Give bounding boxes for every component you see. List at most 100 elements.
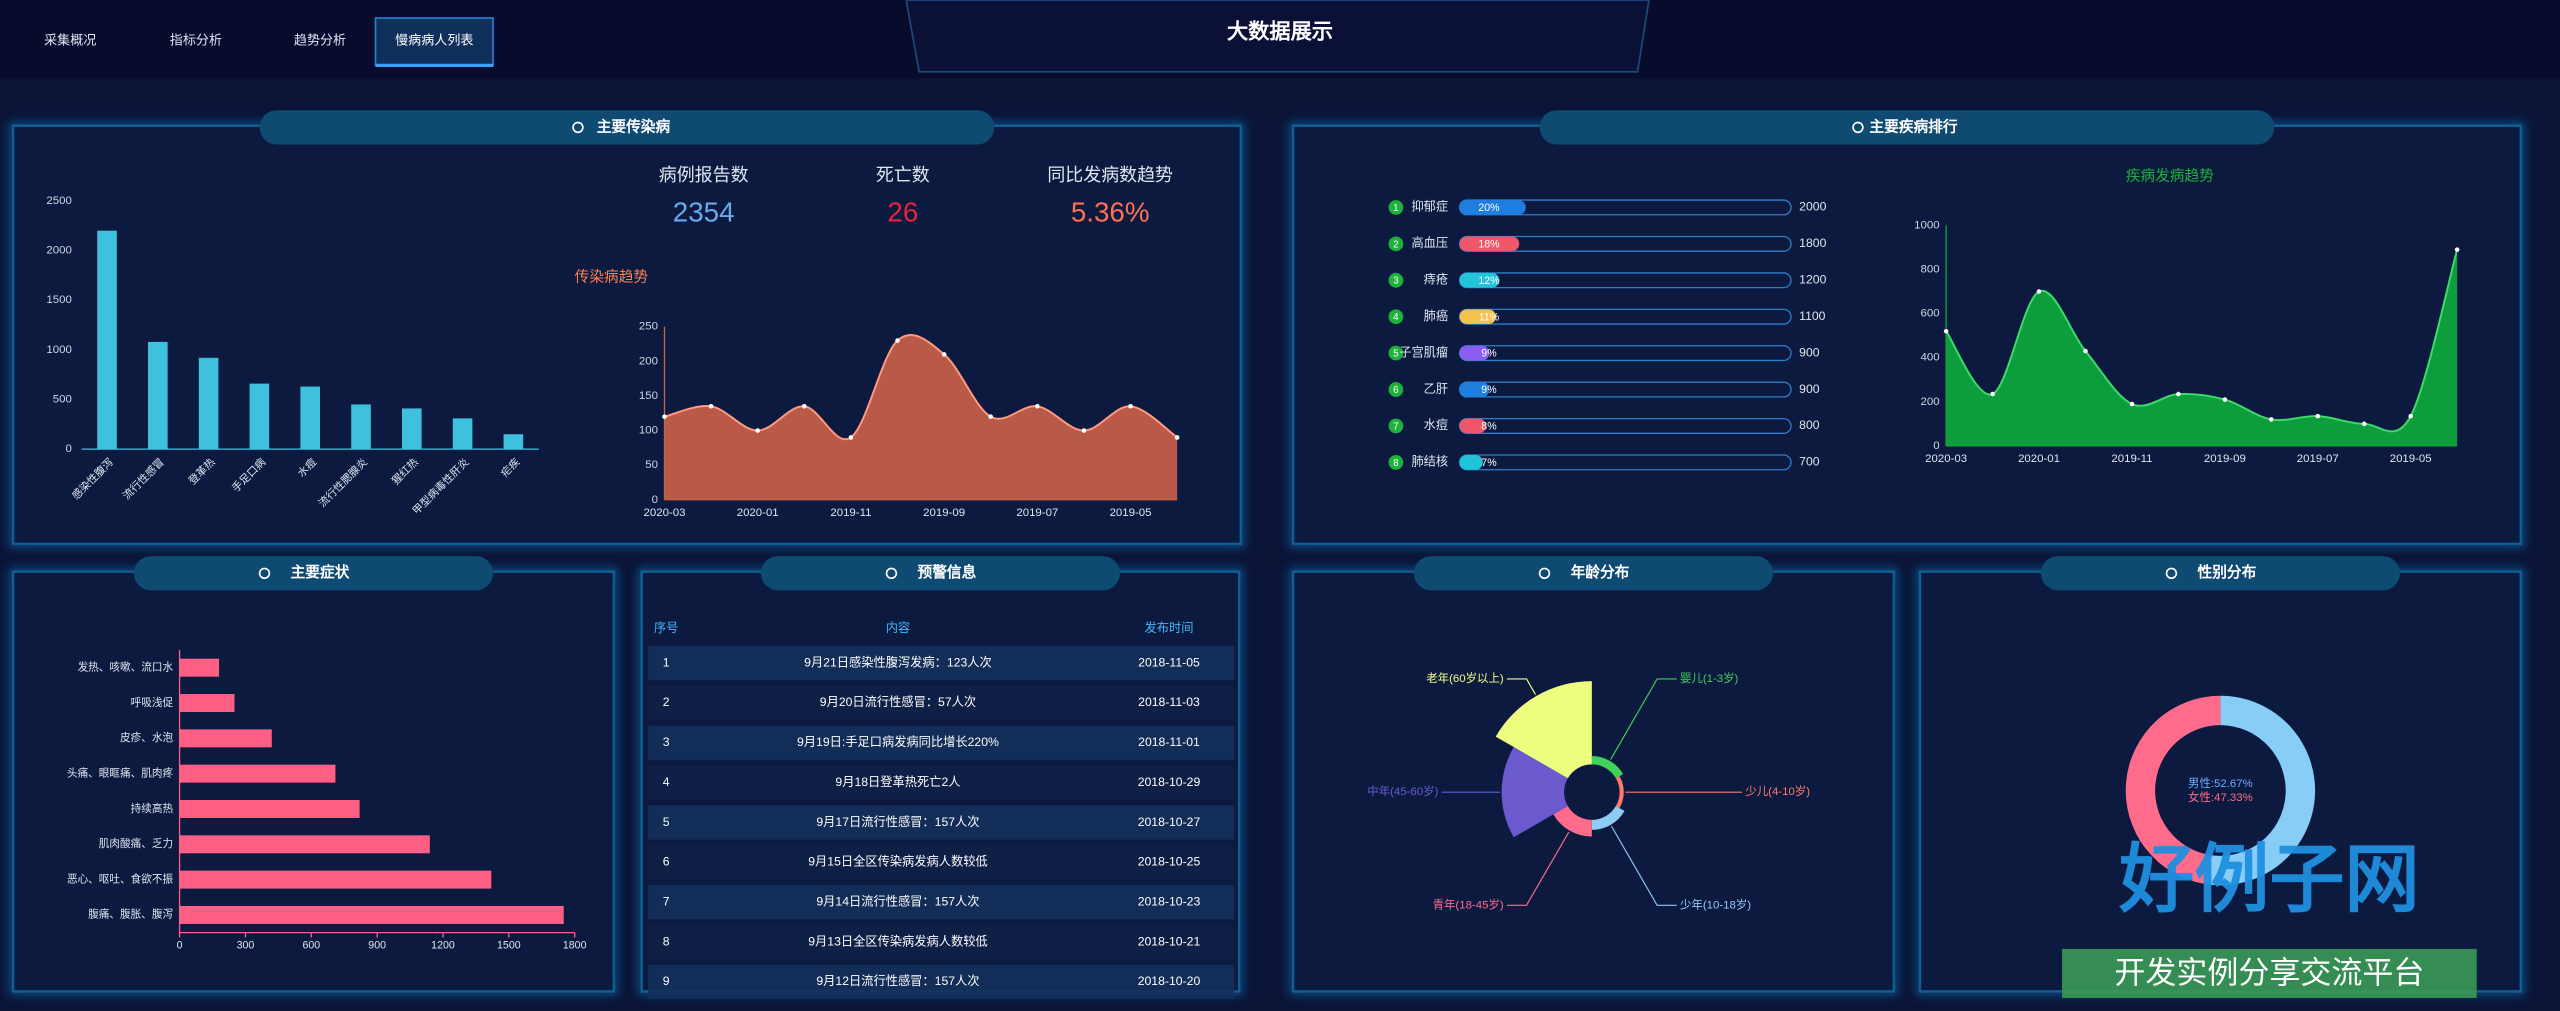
y-tick-label: 呼吸浅促 — [131, 696, 174, 709]
point — [2129, 401, 2135, 407]
bar — [179, 870, 492, 889]
point — [2315, 413, 2321, 419]
x-tick-label: 2019-05 — [1110, 507, 1152, 519]
y-tick-label: 1000 — [46, 344, 71, 356]
table-header: 序号 — [654, 620, 678, 635]
table-cell: 2018-11-05 — [1138, 655, 1200, 669]
point — [1128, 404, 1133, 409]
progress-bar — [1459, 418, 1487, 434]
table-cell: 5 — [663, 815, 670, 829]
table-cell: 9月12日流行性感冒：157人次 — [816, 973, 979, 988]
panel-icon — [1852, 121, 1864, 134]
rank-badge — [1388, 382, 1404, 397]
bar — [503, 434, 524, 450]
table-cell: 2018-10-29 — [1138, 775, 1201, 789]
point — [1081, 428, 1087, 433]
x-tick-label: 2019-07 — [2297, 453, 2339, 465]
bar — [179, 905, 564, 924]
y-tick-label: 恶心、呕吐、食欲不振 — [67, 872, 173, 885]
panel-title: 主要症状 — [291, 563, 350, 581]
point — [895, 338, 900, 343]
table-cell: 2018-10-27 — [1138, 815, 1201, 829]
table-row — [648, 964, 1235, 1000]
rose-sector — [1553, 806, 1592, 837]
progress-label: 7% — [1481, 457, 1497, 469]
rank-number: 1 — [1393, 203, 1398, 214]
y-tick-label: 1500 — [46, 294, 71, 306]
nav-item[interactable]: 采集概况 — [44, 32, 96, 47]
point — [708, 404, 714, 409]
page-title: 大数据展示 — [1227, 19, 1333, 43]
progress-bar — [1459, 200, 1526, 215]
rose-sector — [1495, 681, 1592, 779]
point — [2222, 397, 2228, 402]
progress-bar — [1459, 345, 1490, 361]
y-tick-label: 2000 — [46, 245, 71, 257]
disease-total: 1200 — [1799, 273, 1826, 287]
x-tick-label: 1200 — [431, 939, 455, 951]
nav-item[interactable]: 指标分析 — [170, 32, 222, 47]
disease-total: 1100 — [1799, 309, 1825, 323]
panel-title-pill — [2040, 556, 2400, 591]
y-tick-label: 持续高热 — [131, 802, 174, 815]
x-tick-label: 2019-07 — [1016, 507, 1058, 519]
title-frame — [905, 0, 1650, 73]
table-row — [648, 885, 1235, 920]
table-row — [648, 845, 1235, 880]
panel-title: 年龄分布 — [1571, 563, 1630, 581]
stat-value: 5.36% — [1071, 196, 1150, 227]
table-cell: 2018-10-23 — [1138, 894, 1201, 908]
stat-label: 同比发病数趋势 — [1047, 165, 1173, 185]
table-cell: 2018-10-20 — [1138, 974, 1201, 988]
bar — [249, 383, 270, 450]
point — [802, 404, 807, 409]
nav-item[interactable]: 趋势分析 — [294, 32, 346, 47]
progress-bar — [1459, 272, 1500, 288]
nav-item[interactable]: 慢病病人列表 — [395, 32, 473, 47]
y-tick-label: 500 — [53, 394, 72, 406]
chart-title: 疾病发病趋势 — [2126, 167, 2214, 184]
table-cell: 2 — [663, 695, 670, 709]
rank-number: 3 — [1393, 276, 1399, 287]
panel-title: 预警信息 — [918, 563, 977, 581]
rose-label: 青年(18-45岁) — [1433, 897, 1504, 911]
panel-title-pill — [259, 110, 995, 145]
x-tick-label: 2019-09 — [2204, 453, 2246, 465]
bar — [401, 408, 422, 450]
progress-label: 11% — [1479, 311, 1500, 323]
table-cell: 9月13日全区传染病发病人数较低 — [808, 933, 987, 948]
panel-title: 性别分布 — [2198, 563, 2257, 581]
watermark-subtitle: 开发实例分享交流平台 — [2114, 955, 2424, 990]
y-tick-label: 1000 — [1914, 219, 1939, 231]
point — [1943, 328, 1949, 334]
progress-label: 9% — [1481, 384, 1497, 396]
disease-name: 肺结核 — [1411, 455, 1448, 469]
disease-total: 900 — [1799, 345, 1820, 359]
progress-bar — [1459, 309, 1497, 325]
rose-sector — [1591, 756, 1624, 779]
x-tick-label: 900 — [368, 939, 386, 951]
panel-title-pill — [1413, 556, 1774, 591]
rank-number: 8 — [1393, 458, 1399, 469]
bar — [179, 800, 360, 818]
table-cell: 3 — [663, 735, 670, 749]
table-cell: 2018-11-03 — [1138, 695, 1200, 709]
y-tick-label: 0 — [65, 443, 71, 455]
disease-name: 水痘 — [1424, 417, 1448, 432]
table-cell: 9月21日感染性腹泻发病：123人次 — [804, 654, 992, 669]
table-cell: 2018-10-25 — [1138, 855, 1201, 869]
watermark-box — [2062, 948, 2477, 998]
point — [2361, 421, 2367, 427]
rank-badge — [1388, 345, 1404, 361]
y-tick-label: 200 — [639, 355, 658, 367]
disease-total: 800 — [1799, 418, 1820, 432]
rank-badge — [1388, 418, 1404, 434]
table-row — [648, 645, 1235, 681]
disease-name: 抑郁症 — [1411, 199, 1448, 214]
rank-number: 4 — [1393, 312, 1399, 323]
rose-sector — [1615, 776, 1624, 809]
disease-name: 痔疮 — [1424, 272, 1448, 287]
bar — [198, 357, 219, 450]
